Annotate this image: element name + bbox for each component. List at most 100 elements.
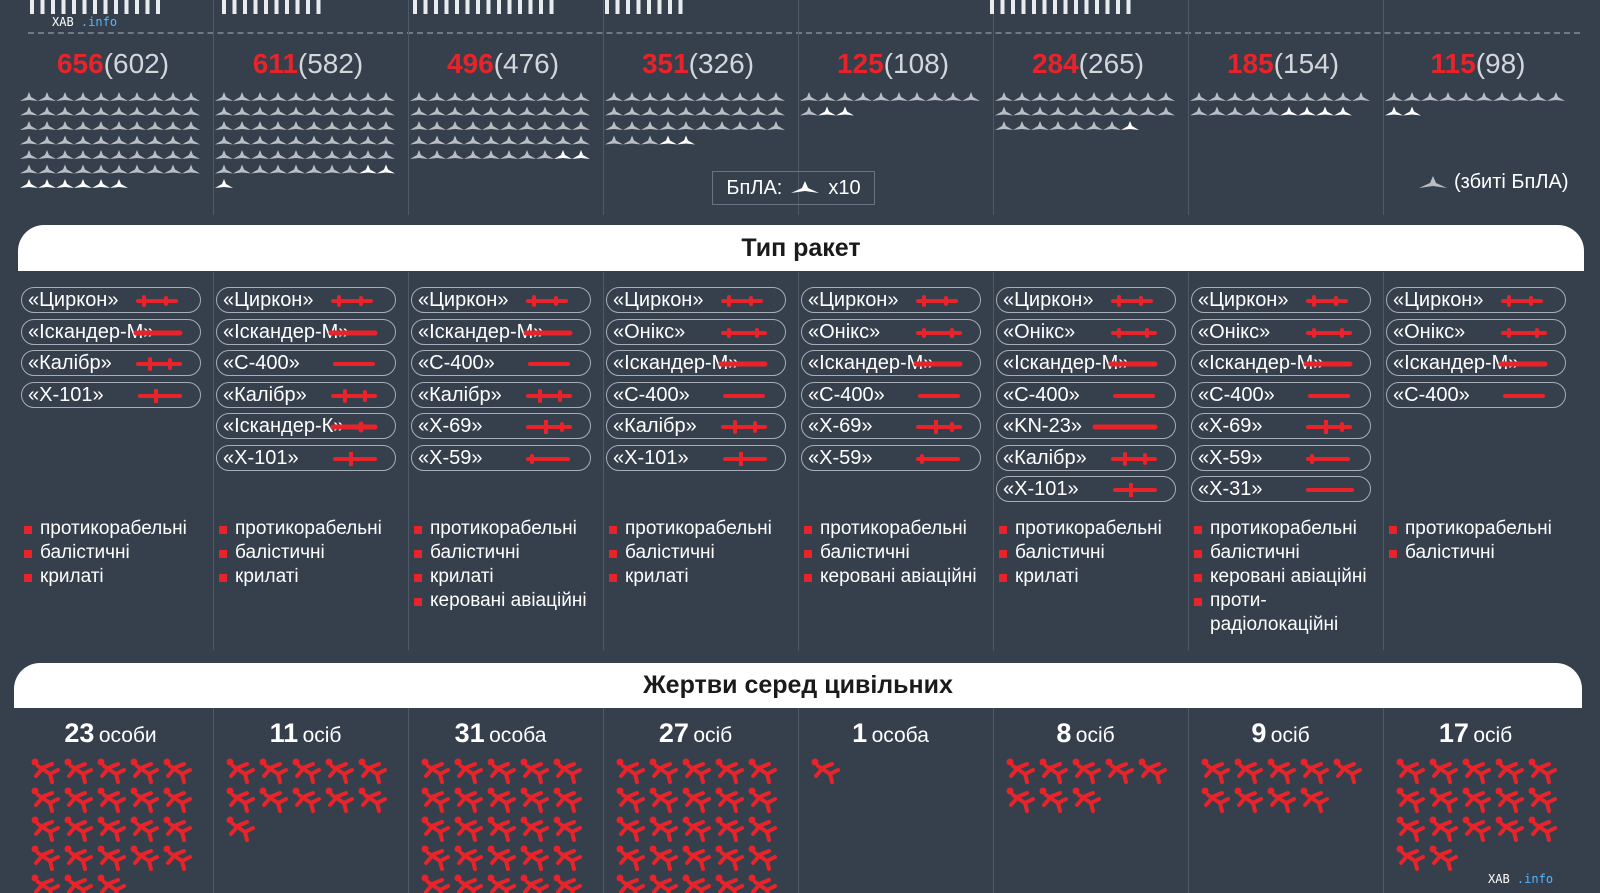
- launcher-icon: [444, 0, 449, 14]
- drone-icon: [146, 135, 164, 145]
- drone-icon: [554, 106, 572, 116]
- drone-icon: [1457, 92, 1475, 101]
- drone-icon: [731, 106, 749, 116]
- missile-label: «Х-69»: [808, 415, 873, 437]
- launcher-icon: [253, 0, 258, 14]
- drone-icon: [500, 92, 518, 101]
- drone-icon: [836, 92, 854, 101]
- victim-figure-icon: [130, 758, 159, 784]
- missile-zircon-icon: [526, 295, 568, 307]
- drone-icon: [623, 92, 641, 101]
- drone-icon: [1385, 106, 1403, 116]
- missile-type-kh59: «Х-59»: [1191, 444, 1371, 471]
- category-item: керовані авіаційні: [1192, 565, 1369, 589]
- drone-icon: [659, 106, 677, 116]
- missile-label: «Калібр»: [1003, 446, 1087, 469]
- drone-icon: [215, 179, 233, 188]
- drone-icon: [800, 92, 818, 101]
- victim-figure-icon: [163, 787, 192, 813]
- drone-icon: [623, 106, 641, 116]
- drone-icon: [641, 106, 659, 116]
- missile-label: «Циркон»: [1393, 289, 1484, 311]
- drone-icon: [926, 92, 944, 101]
- missile-label: «KN-23»: [1003, 415, 1082, 437]
- missile-s400-icon: [528, 362, 570, 366]
- missile-label: «Калібр»: [28, 352, 112, 374]
- missile-type-zircon: «Циркон»: [606, 287, 786, 313]
- victim-figure-icon: [97, 845, 126, 871]
- column-divider: [993, 272, 994, 650]
- launcher-icon: [626, 0, 630, 14]
- drone-icon: [1262, 106, 1280, 116]
- drone-icon: [215, 106, 233, 116]
- drone-icon: [215, 164, 233, 174]
- drone-icon: [554, 121, 572, 130]
- missile-type-zircon: «Циркон»: [996, 287, 1176, 313]
- drone-icon: [1121, 121, 1139, 130]
- victim-figure-icon: [520, 758, 549, 784]
- drone-icon: [1547, 92, 1565, 101]
- drone-icon: [731, 92, 749, 101]
- drone-icon: [1031, 106, 1049, 116]
- missile-label: «Калібр»: [613, 415, 697, 437]
- missile-s400-icon: [723, 393, 765, 398]
- launcher-icon: [539, 0, 543, 14]
- launcher-icon: [30, 0, 34, 14]
- drone-icon: [410, 150, 428, 159]
- drone-icon: [164, 106, 182, 116]
- victim-figure-icon: [31, 787, 60, 813]
- drone-icon: [323, 92, 341, 101]
- drone-icon: [377, 135, 395, 145]
- victim-figure-icon: [1105, 758, 1134, 784]
- drone-icon: [38, 179, 56, 188]
- uav-count: 115(98): [1430, 48, 1526, 79]
- category-item: протикорабельні: [22, 517, 199, 541]
- victim-figure-icon: [64, 874, 93, 893]
- drone-icon: [500, 106, 518, 116]
- drone-icon: [215, 92, 233, 101]
- drone-icon: [464, 135, 482, 145]
- drone-icon: [359, 106, 377, 116]
- missile-type-kh69: «Х-69»: [1191, 413, 1371, 439]
- missile-label: «Х-101»: [223, 446, 299, 469]
- missile-label: «Іскандер-К»: [223, 415, 345, 437]
- column-divider: [603, 708, 604, 893]
- drone-icon: [182, 121, 200, 130]
- launcher-icon: [124, 0, 129, 14]
- victim-figure-icon: [1006, 758, 1035, 784]
- missile-zircon-icon: [916, 295, 958, 307]
- victim-figure-icon: [130, 816, 159, 842]
- drone-icon: [251, 164, 269, 174]
- missile-label: «Калібр»: [418, 383, 502, 406]
- missile-type-kh59: «Х-59»: [411, 444, 591, 471]
- column-divider: [1188, 0, 1189, 215]
- drone-icon: [464, 150, 482, 159]
- drone-icon: [1013, 121, 1031, 130]
- missile-label: «Онікс»: [1003, 320, 1076, 343]
- column-divider: [603, 0, 604, 215]
- missile-label: «Х-101»: [1003, 478, 1079, 500]
- drone-icon: [1421, 92, 1439, 101]
- drone-icon: [1085, 121, 1103, 130]
- missile-label: «С-400»: [1003, 383, 1080, 406]
- victim-figure-icon: [649, 874, 678, 893]
- uav-count: 496(476): [446, 48, 560, 79]
- victim-figure-icon: [520, 787, 549, 813]
- drone-icon: [128, 106, 146, 116]
- launcher-icon: [222, 0, 226, 14]
- victim-figure-icon: [1267, 758, 1296, 784]
- victim-figure-icon: [163, 816, 192, 842]
- drone-icon: [1013, 92, 1031, 101]
- victim-figure-icon: [520, 816, 549, 842]
- victim-figure-icon: [325, 787, 354, 813]
- missile-type-kalibr: «Калібр»: [606, 413, 786, 439]
- drone-icon: [20, 150, 38, 159]
- drone-icon: [305, 92, 323, 101]
- launcher-icon: [1053, 0, 1057, 14]
- drone-icon: [1085, 92, 1103, 101]
- launcher-icon: [476, 0, 480, 14]
- victims-count: 11 осіб: [269, 718, 342, 748]
- drone-icon: [767, 106, 785, 116]
- missile-label: «Циркон»: [1003, 289, 1094, 311]
- drone-icon: [1352, 92, 1370, 101]
